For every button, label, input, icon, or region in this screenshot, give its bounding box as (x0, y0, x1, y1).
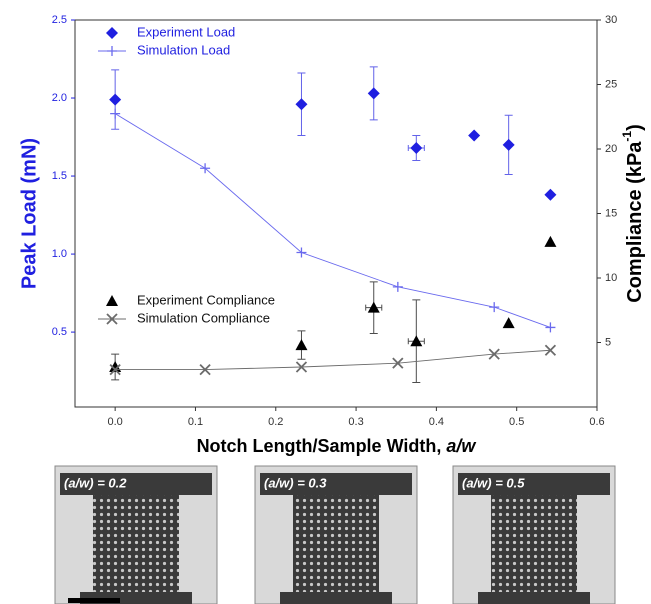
x-tick-label: 0.0 (108, 416, 123, 428)
marker (295, 339, 308, 351)
y2-tick-label: 10 (605, 272, 617, 284)
legend-label: Experiment Compliance (137, 292, 275, 307)
specimen-body (93, 495, 179, 595)
marker (392, 281, 403, 292)
x-tick-label: 0.2 (268, 416, 283, 428)
specimen-top (458, 473, 610, 495)
marker (110, 108, 121, 119)
photo-label: (a/w) = 0.5 (462, 475, 525, 490)
series-line (114, 113, 551, 328)
marker (545, 322, 556, 333)
photo-label: (a/w) = 0.3 (264, 475, 327, 490)
specimen-bottom (280, 592, 392, 604)
specimen-top (260, 473, 412, 495)
y-tick-label: 1.5 (52, 170, 67, 182)
y-tick-label: 2.5 (52, 14, 67, 26)
marker (295, 98, 308, 111)
y2-label-text: Compliance (kPa (624, 141, 646, 303)
y-tick-label: 1.0 (52, 248, 67, 260)
marker (410, 141, 423, 154)
y2-axis-label: Compliance (kPa-1) (620, 124, 646, 303)
marker (200, 163, 211, 174)
y-axis-label: Peak Load (mN) (18, 138, 40, 289)
marker (199, 363, 211, 376)
legend-label: Simulation Load (137, 42, 230, 57)
marker (502, 317, 515, 329)
x-label-italic: a/w (446, 436, 476, 456)
photo-panels: (a/w) = 0.2 (a/w) = 0.3 (a/w) = 0.5 (54, 465, 616, 604)
y2-tick-label: 20 (605, 143, 617, 155)
y2-tick-label: 30 (605, 14, 617, 26)
marker (107, 46, 117, 56)
y2-tick-label: 5 (605, 336, 611, 348)
marker (468, 129, 481, 142)
specimen-top (60, 473, 212, 495)
x-axis-label: Notch Length/Sample Width, a/w (197, 436, 477, 456)
marker (106, 295, 118, 306)
specimen-bottom (478, 592, 590, 604)
x-tick-label: 0.1 (188, 416, 203, 428)
scale-bar (68, 598, 120, 603)
legend-label: Experiment Load (137, 24, 235, 39)
y-tick-label: 2.0 (52, 92, 67, 104)
y2-label-end: ) (624, 124, 646, 131)
marker (489, 302, 500, 313)
x-tick-label: 0.3 (348, 416, 363, 428)
y2-label-sup: -1 (620, 131, 634, 142)
legend-label: Simulation Compliance (137, 310, 270, 325)
marker (106, 313, 118, 325)
series-line (115, 349, 551, 371)
marker (544, 188, 557, 201)
marker (296, 247, 307, 258)
marker (109, 363, 121, 376)
marker (295, 361, 308, 373)
marker (392, 357, 404, 369)
marker (367, 301, 380, 313)
marker (109, 93, 122, 106)
marker (106, 27, 118, 39)
photo-label: (a/w) = 0.2 (64, 475, 127, 490)
marker (502, 138, 515, 151)
x-tick-label: 0.5 (509, 416, 524, 428)
y-tick-label: 0.5 (52, 326, 67, 338)
x-tick-label: 0.4 (429, 416, 444, 428)
specimen-body (491, 495, 577, 595)
y2-tick-label: 25 (605, 78, 617, 90)
y2-tick-label: 15 (605, 207, 617, 219)
marker (488, 348, 500, 360)
x-tick-label: 0.6 (589, 416, 604, 428)
plot-frame (74, 19, 598, 408)
specimen-body (293, 495, 379, 595)
marker (544, 235, 557, 247)
marker (544, 344, 557, 356)
x-label-text: Notch Length/Sample Width, (197, 436, 447, 456)
marker (410, 335, 423, 347)
marker (367, 87, 380, 100)
